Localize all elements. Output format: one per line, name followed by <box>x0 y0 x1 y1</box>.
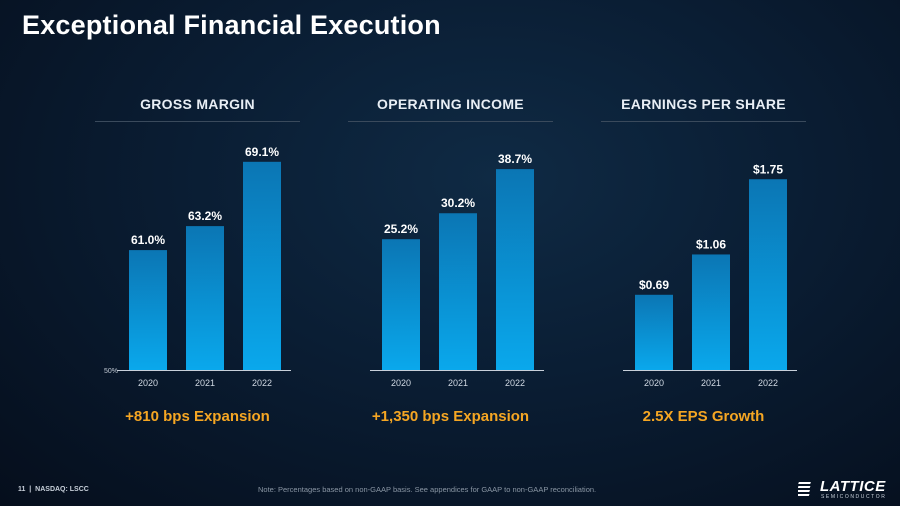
data-label: 69.1% <box>245 145 279 159</box>
ticker: NASDAQ: LSCC <box>35 486 89 493</box>
tick-label: 2022 <box>252 378 272 388</box>
data-label: $1.75 <box>753 162 783 176</box>
footer-page-info: 11 | NASDAQ: LSCC <box>18 486 89 493</box>
eps-chart: $0.69 2020 $1.06 2021 $1.75 2022 <box>623 162 797 388</box>
title-divider <box>95 121 300 122</box>
chart-title: GROSS MARGIN <box>140 96 255 112</box>
data-label: 38.7% <box>498 152 532 166</box>
tick-label: 2020 <box>391 378 411 388</box>
logo-subtitle: SEMICONDUCTOR <box>821 494 887 500</box>
bar-2021 <box>439 213 477 370</box>
bar-2020 <box>382 239 420 370</box>
data-label: $1.06 <box>696 237 726 251</box>
bar-2022 <box>749 179 787 370</box>
logo-wordmark: LATTICE <box>820 478 886 495</box>
data-label: $0.69 <box>639 278 669 292</box>
tick-label: 2021 <box>448 378 468 388</box>
bar-2020 <box>129 250 167 370</box>
bar-2022 <box>243 161 281 370</box>
tick-label: 2022 <box>758 378 778 388</box>
chart-caption: 2.5X EPS Growth <box>642 408 765 425</box>
tick-label: 2022 <box>505 378 525 388</box>
bar-2021 <box>692 254 730 370</box>
data-label: 25.2% <box>384 222 418 236</box>
lattice-logo: LATTICE SEMICONDUCTOR <box>798 478 890 500</box>
eps-panel: EARNINGS PER SHARE $0.69 2020 $1.06 2021 $1.… <box>601 88 806 428</box>
tick-label: 2020 <box>138 378 158 388</box>
title-divider <box>601 121 806 122</box>
chart-title: OPERATING INCOME <box>377 96 524 112</box>
lattice-mark-icon <box>798 482 811 496</box>
bar-2020 <box>635 294 673 370</box>
tick-label: 2020 <box>644 378 664 388</box>
title-divider <box>348 121 553 122</box>
gross-margin-chart: 61.0% 2020 63.2% 2021 69.1% 2022 50% <box>104 145 291 388</box>
chart-caption: +810 bps Expansion <box>125 408 270 425</box>
footer-separator: | <box>27 486 34 493</box>
operating-income-panel: OPERATING INCOME 25.2% 2020 30.2% 2021 38.7%… <box>348 88 553 428</box>
tick-label: 2021 <box>701 378 721 388</box>
chart-title: EARNINGS PER SHARE <box>621 96 786 112</box>
chart-caption: +1,350 bps Expansion <box>371 408 530 425</box>
bar-2022 <box>496 169 534 370</box>
axis-base-label: 50% <box>104 368 118 375</box>
page-number: 11 <box>18 486 26 493</box>
data-label: 63.2% <box>188 209 222 223</box>
footnote: Note: Percentages based on non-GAAP basi… <box>258 485 597 494</box>
page-title: Exceptional Financial Execution <box>22 10 441 40</box>
operating-income-chart: 25.2% 2020 30.2% 2021 38.7% 2022 <box>370 152 544 388</box>
gross-margin-panel: GROSS MARGIN 61.0% 2020 63.2% 2021 69.1% 2022… <box>95 88 300 428</box>
tick-label: 2021 <box>195 378 215 388</box>
data-label: 61.0% <box>131 233 165 247</box>
bar-2021 <box>186 226 224 370</box>
data-label: 30.2% <box>441 196 475 210</box>
